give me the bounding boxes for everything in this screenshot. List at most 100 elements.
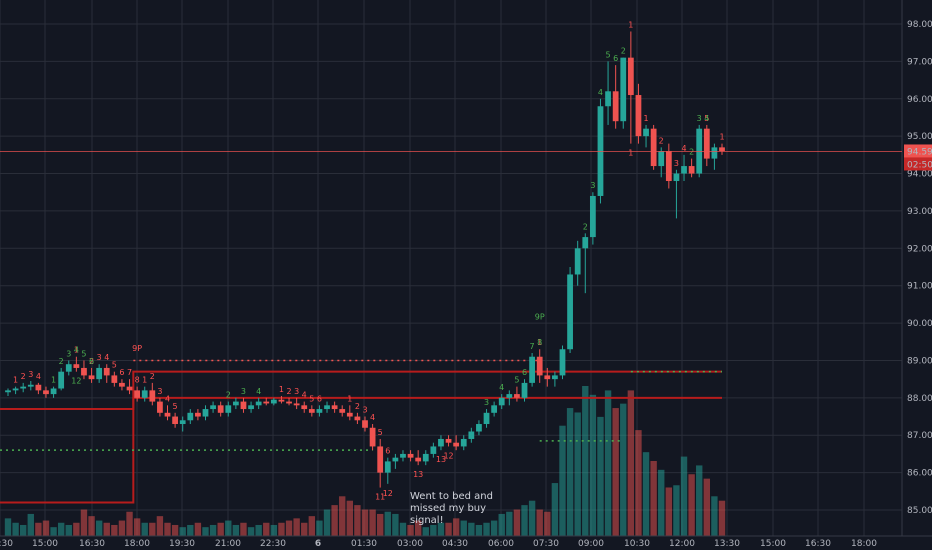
count-label-red: 2 [659, 136, 664, 145]
price-tick-label: 94.00 [907, 170, 932, 180]
count-label-green: 2 [59, 357, 64, 366]
volume-bar [566, 408, 574, 536]
count-label-red: 2 [89, 357, 94, 366]
count-label-low: 1 [628, 149, 633, 158]
time-axis: 13:30 15:00 16:30 18:00 19:30 21:00 22:30 6 01:3… [0, 535, 932, 550]
volume-bar [232, 524, 240, 536]
volume-bar [111, 524, 118, 536]
volume-bar [308, 516, 316, 536]
volume-bar [483, 522, 490, 536]
volume-bar [582, 386, 589, 536]
candle-body [65, 364, 72, 372]
volume-bar [133, 518, 141, 536]
volume-bar [316, 520, 323, 536]
volume-bar [171, 524, 179, 536]
candle-body [240, 401, 247, 410]
price-tick-label: 96.00 [907, 95, 932, 105]
candle-body [711, 147, 718, 159]
volume-bar [12, 522, 19, 536]
price-tick-label: 88.00 [907, 394, 932, 404]
count-label-red: 4 [36, 372, 41, 381]
count-label-red: 6 [385, 447, 390, 456]
volume-bar [407, 524, 414, 536]
count-label-red: 5 [378, 428, 383, 437]
count-label-low: 11 [375, 493, 385, 502]
count-label-red: 1 [537, 338, 542, 347]
volume-bar [475, 524, 483, 536]
candle-body [202, 409, 209, 417]
count-label-red: 1 [142, 376, 147, 385]
volume-bar [323, 509, 331, 536]
volume-bar [551, 483, 559, 536]
last-price-label: 94.59 [907, 147, 932, 157]
candle-body [415, 457, 422, 462]
count-label-green: 5 [81, 349, 86, 358]
volume-bar [536, 509, 543, 536]
time-axis-bg [0, 536, 932, 550]
volume-bar [187, 524, 194, 536]
volume-bar [718, 500, 726, 536]
count-label-green: 4 [499, 383, 504, 392]
volume-bar [20, 524, 27, 536]
volume-bar [460, 520, 467, 536]
candle-body [688, 166, 695, 174]
volume-bar [468, 522, 475, 536]
count-label-red: 6 [317, 394, 322, 403]
candle-body [491, 405, 498, 413]
count-label-low: 13 [413, 470, 423, 479]
volume-bar [673, 485, 680, 536]
count-label-red: 2 [150, 372, 155, 381]
time-tick-label: 13:30 [714, 539, 740, 549]
count-label-low: 12 [383, 489, 393, 498]
time-tick-label: 16:30 [805, 539, 831, 549]
time-tick-label: 04:30 [442, 539, 468, 549]
candle-body [111, 375, 118, 383]
volume-bar [57, 522, 65, 536]
volume-bar [202, 527, 209, 536]
candle-body [574, 248, 581, 275]
count-label-red: 5 [173, 402, 178, 411]
candle-body [58, 371, 65, 389]
count-label-red: 3 [97, 353, 102, 362]
count-label-red: 5 [112, 361, 117, 370]
candle-body [286, 401, 292, 404]
candle-body [665, 151, 672, 182]
volume-bar [703, 478, 710, 536]
count-label-green: 2 [583, 222, 588, 231]
candle-body [605, 91, 611, 107]
count-label-red: 2 [21, 372, 26, 381]
candle-body [559, 349, 566, 376]
annotation-line-2: missed my buy [410, 503, 486, 514]
volume-bar [263, 522, 270, 536]
candle-body [210, 405, 216, 410]
candle-body [703, 128, 710, 159]
time-tick-label: 01:30 [351, 539, 377, 549]
candle-body [331, 405, 338, 410]
candle-body [293, 403, 300, 406]
volume-bar [80, 509, 88, 536]
count-label-low: 12 [71, 377, 81, 386]
count-label-red: 1 [13, 376, 18, 385]
time-tick-label: 10:30 [624, 539, 650, 549]
volume-bar [506, 511, 513, 536]
candle-body [681, 166, 687, 174]
level-lines [0, 359, 722, 504]
candle-body [445, 438, 452, 443]
count-label-green: 3 [697, 114, 702, 123]
candle-body [422, 453, 429, 462]
price-tick-label: 92.00 [907, 244, 932, 254]
price-tick-label: 90.00 [907, 319, 932, 329]
candle-body [400, 453, 406, 458]
countdown-label: 02:50 [907, 160, 932, 170]
signal-label: 9P [132, 344, 142, 353]
candle-body [483, 412, 490, 425]
count-label-red: 5 [704, 114, 709, 123]
volume-bar [604, 390, 612, 536]
candle-body [377, 446, 384, 473]
time-tick-label: 21:00 [215, 539, 241, 549]
time-tick-label: 18:00 [124, 539, 150, 549]
count-label-red: 4 [165, 394, 170, 403]
